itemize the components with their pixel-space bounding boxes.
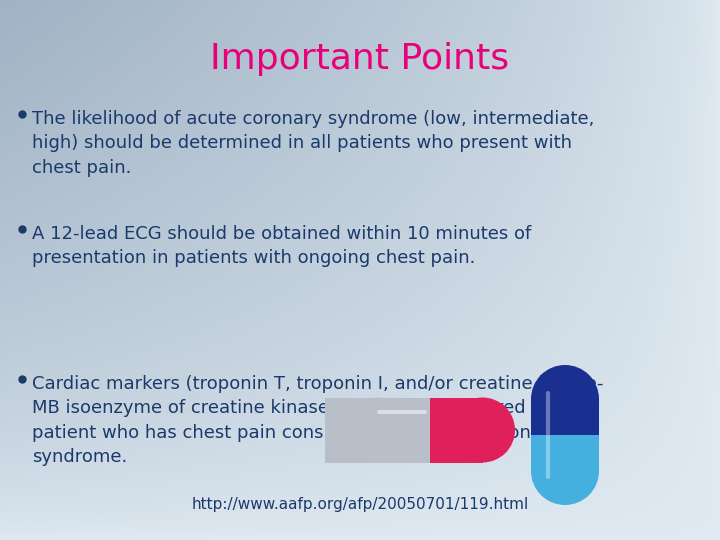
FancyBboxPatch shape [430,397,482,462]
FancyBboxPatch shape [531,399,599,435]
Ellipse shape [450,397,515,462]
Ellipse shape [531,365,599,433]
Text: http://www.aafp.org/afp/20050701/119.html: http://www.aafp.org/afp/20050701/119.htm… [192,497,528,512]
Text: A 12-lead ECG should be obtained within 10 minutes of
presentation in patients w: A 12-lead ECG should be obtained within … [32,225,531,267]
FancyBboxPatch shape [531,435,599,471]
Text: The likelihood of acute coronary syndrome (low, intermediate,
high) should be de: The likelihood of acute coronary syndrom… [32,110,595,177]
Ellipse shape [345,397,410,462]
FancyBboxPatch shape [325,397,430,462]
Text: Important Points: Important Points [210,42,510,76]
Text: Cardiac markers (troponin T, troponin I, and/or creatine kinase-
MB isoenzyme of: Cardiac markers (troponin T, troponin I,… [32,375,603,466]
Ellipse shape [531,437,599,505]
